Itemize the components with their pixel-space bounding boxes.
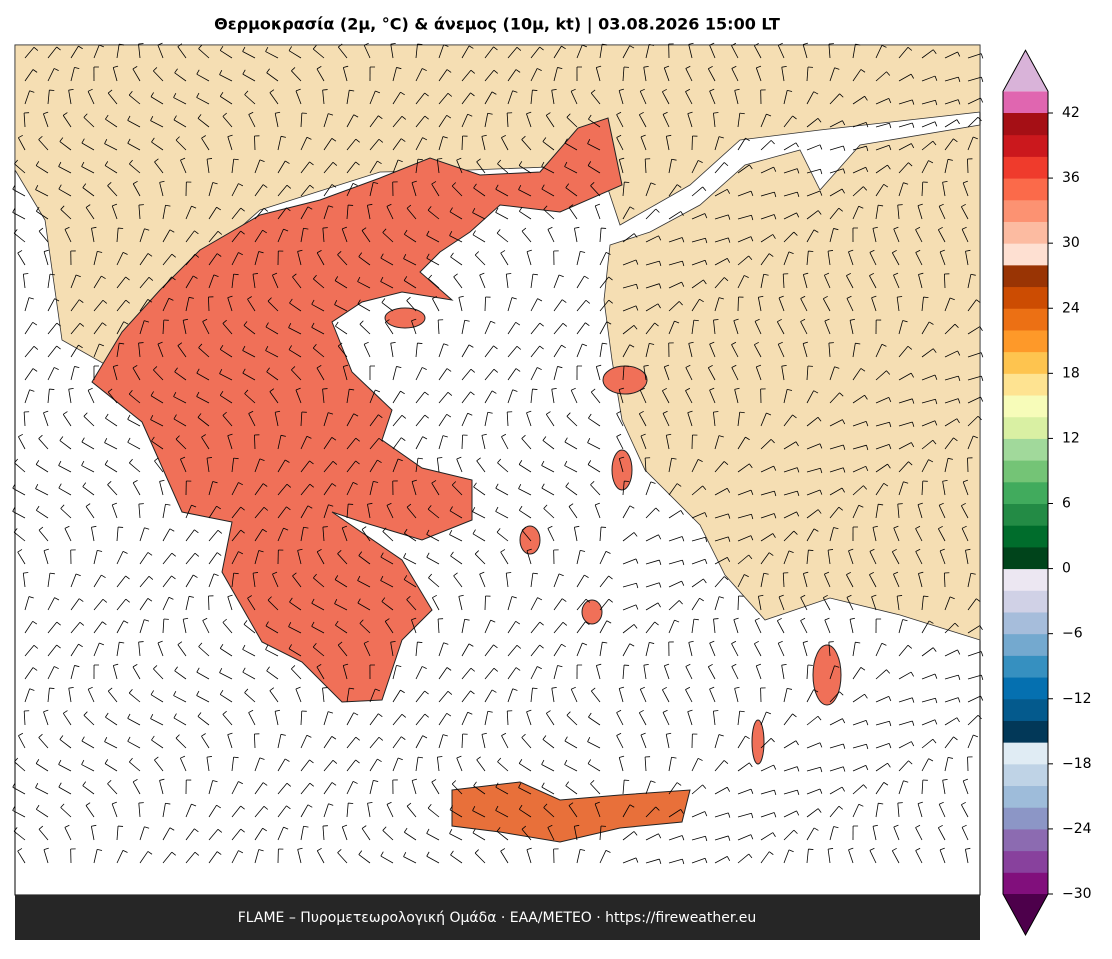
colorbar-segment bbox=[1003, 482, 1048, 504]
wind-barb-flag bbox=[689, 43, 694, 44]
colorbar-segment bbox=[1003, 438, 1048, 460]
colorbar-tick-label: 18 bbox=[1062, 365, 1080, 381]
colorbar-tick-label: −24 bbox=[1062, 821, 1092, 837]
colorbar-segment bbox=[1003, 200, 1048, 222]
island bbox=[385, 308, 425, 328]
colorbar-tick-label: −6 bbox=[1062, 626, 1083, 642]
colorbar-segment bbox=[1003, 612, 1048, 634]
wind-barb-flag bbox=[981, 98, 983, 103]
wind-barb bbox=[738, 596, 739, 610]
colorbar-segment bbox=[1003, 417, 1048, 439]
colorbar-segment bbox=[1003, 330, 1048, 352]
wind-barb-flag bbox=[803, 43, 808, 44]
map-title: Θερμοκρασία (2μ, °C) & άνεμος (10μ, kt) … bbox=[214, 15, 780, 35]
colorbar-segment bbox=[1003, 677, 1048, 699]
colorbar-segment bbox=[1003, 352, 1048, 374]
wind-barb-flag bbox=[532, 389, 537, 390]
colorbar-segment bbox=[1003, 699, 1048, 721]
wind-barb bbox=[485, 596, 486, 610]
colorbar-tick-label: 0 bbox=[1062, 561, 1071, 577]
colorbar-segment bbox=[1003, 156, 1048, 178]
colorbar-segment bbox=[1003, 135, 1048, 157]
wind-barb bbox=[967, 159, 968, 173]
wind-barb-flag bbox=[532, 688, 537, 689]
colorbar-segment bbox=[1003, 460, 1048, 482]
colorbar-segment bbox=[1003, 525, 1048, 547]
colorbar-segment bbox=[1003, 807, 1048, 829]
colorbar-extend-high bbox=[1003, 91, 1048, 113]
wind-barb bbox=[485, 297, 486, 311]
wind-barb-flag bbox=[49, 688, 54, 689]
colorbar-segment bbox=[1003, 851, 1048, 873]
wind-barb-flag bbox=[139, 44, 144, 45]
island bbox=[752, 720, 764, 764]
colorbar-tick-label: 42 bbox=[1062, 105, 1080, 121]
colorbar-segment bbox=[1003, 764, 1048, 786]
wind-barb-flag bbox=[981, 675, 982, 680]
colorbar-segment bbox=[1003, 829, 1048, 851]
colorbar-segment bbox=[1003, 786, 1048, 808]
colorbar-segment bbox=[1003, 308, 1048, 330]
wind-barb-flag bbox=[323, 389, 328, 390]
colorbar-tick-label: 30 bbox=[1062, 235, 1080, 251]
colorbar-segment bbox=[1003, 373, 1048, 395]
wind-barb-flag bbox=[234, 757, 239, 758]
colorbar-segment bbox=[1003, 547, 1048, 569]
colorbar-segment bbox=[1003, 265, 1048, 287]
colorbar-segment bbox=[1003, 395, 1048, 417]
wind-barb bbox=[254, 136, 255, 150]
colorbar-segment bbox=[1003, 113, 1048, 135]
wind-barb-flag bbox=[417, 44, 422, 45]
colorbar: −30 −24 −18 −12 −6 0 6 12 18 24 30 36 42 bbox=[1003, 50, 1092, 935]
wind-barb-flag bbox=[981, 77, 982, 82]
wind-barb bbox=[208, 596, 209, 610]
colorbar-extend-low bbox=[1003, 894, 1048, 935]
colorbar-segment bbox=[1003, 504, 1048, 526]
colorbar-segment bbox=[1003, 178, 1048, 200]
wind-barb-flag bbox=[981, 652, 983, 657]
colorbar-tick-label: −30 bbox=[1062, 886, 1092, 902]
wind-barb-flag bbox=[923, 297, 928, 298]
colorbar-segment bbox=[1003, 655, 1048, 677]
island bbox=[612, 450, 632, 490]
wind-barb-flag bbox=[713, 113, 718, 114]
wind-barb-flag bbox=[981, 353, 983, 358]
wind-barb bbox=[462, 136, 463, 150]
wind-barb-flag bbox=[981, 376, 982, 381]
wind-barb-flag bbox=[391, 43, 396, 44]
colorbar-segment bbox=[1003, 287, 1048, 309]
colorbar-tick-label: 24 bbox=[1062, 300, 1080, 316]
island bbox=[813, 645, 841, 705]
wind-barb-flag bbox=[713, 412, 718, 413]
wind-barb-flag bbox=[981, 696, 983, 701]
footer-text: FLAME – Πυρομετεωρολογική Ομάδα · ΕΑΑ/ME… bbox=[238, 910, 757, 926]
wind-barb-flag bbox=[981, 54, 983, 59]
colorbar-tick-label: 36 bbox=[1062, 170, 1080, 186]
colorbar-tick-label: 6 bbox=[1062, 496, 1071, 512]
colorbar-extend-tip bbox=[1003, 50, 1048, 91]
colorbar-segment bbox=[1003, 742, 1048, 764]
colorbar-tick-label: 12 bbox=[1062, 430, 1080, 446]
wind-barb-flag bbox=[139, 343, 144, 344]
colorbar-segment bbox=[1003, 590, 1048, 612]
colorbar-segment bbox=[1003, 569, 1048, 591]
island bbox=[582, 600, 602, 624]
colorbar-tick-label: −18 bbox=[1062, 756, 1092, 772]
wind-barb-flag bbox=[714, 619, 719, 620]
colorbar-segment bbox=[1003, 243, 1048, 265]
colorbar-segment bbox=[1003, 872, 1048, 894]
map: FLAME – Πυρομετεωρολογική Ομάδα · ΕΑΑ/ME… bbox=[13, 43, 983, 940]
wind-barb-flag bbox=[323, 688, 328, 689]
wind-barb-flag bbox=[713, 320, 718, 321]
colorbar-segment bbox=[1003, 221, 1048, 243]
colorbar-tick-label: −12 bbox=[1062, 691, 1092, 707]
wind-barb-flag bbox=[981, 397, 983, 402]
wind-barb-flag bbox=[923, 596, 928, 597]
colorbar-segment bbox=[1003, 634, 1048, 656]
colorbar-segment bbox=[1003, 720, 1048, 742]
